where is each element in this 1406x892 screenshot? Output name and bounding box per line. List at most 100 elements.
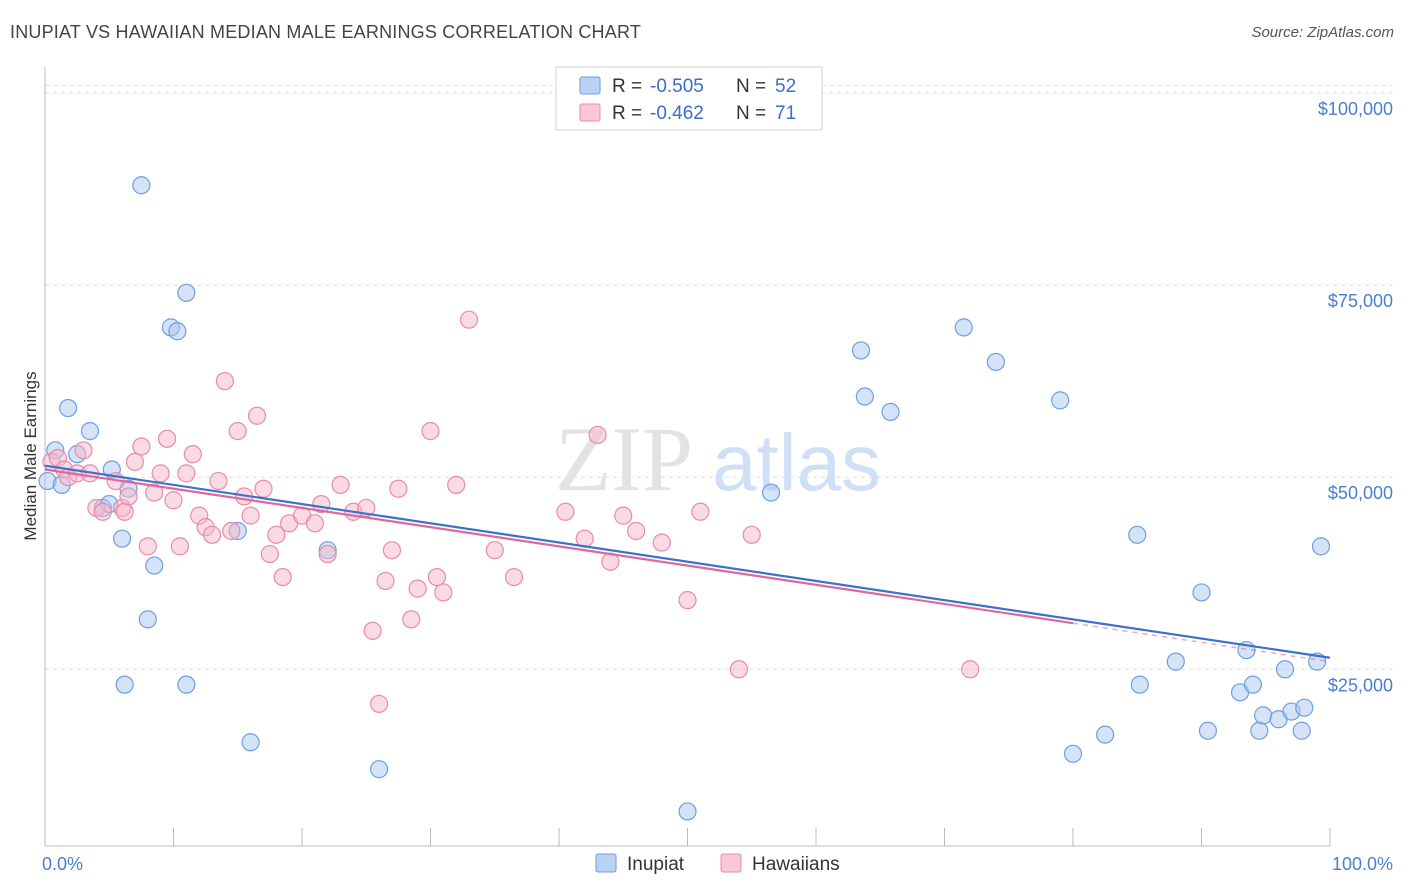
point-hawaiians — [177, 464, 196, 483]
point-hawaiians — [370, 694, 389, 713]
point-inupiat — [678, 802, 697, 821]
point-inupiat — [1063, 744, 1083, 763]
point-hawaiians — [485, 541, 504, 560]
bottom-legend-swatch-inupiat — [595, 853, 617, 873]
point-inupiat — [1192, 583, 1211, 602]
point-inupiat — [138, 610, 157, 629]
point-hawaiians — [157, 429, 177, 448]
point-inupiat — [1275, 660, 1295, 679]
legend-n-label-1: N = — [736, 76, 766, 97]
legend-swatch-hawaiians — [579, 103, 601, 122]
y-tick-label: $100,000 — [1318, 99, 1393, 119]
y-tick-label: $50,000 — [1328, 483, 1393, 503]
point-hawaiians — [588, 425, 607, 445]
point-inupiat — [1051, 391, 1070, 410]
point-hawaiians — [209, 471, 228, 491]
point-hawaiians — [222, 521, 241, 541]
point-inupiat — [177, 675, 196, 694]
x-tick-label-start: 0.0% — [42, 854, 83, 874]
trend-line-inupiat — [44, 464, 1331, 659]
point-inupiat — [132, 176, 151, 195]
point-hawaiians — [115, 502, 134, 521]
point-inupiat — [1130, 675, 1149, 694]
point-inupiat — [370, 760, 389, 779]
tick-labels: $100,000 $75,000 $50,000 $25,000 0.0% 100.0% — [42, 99, 1393, 874]
point-hawaiians — [138, 537, 157, 556]
point-hawaiians — [273, 567, 292, 587]
point-hawaiians — [241, 506, 260, 525]
point-hawaiians — [389, 479, 408, 498]
point-inupiat — [241, 733, 260, 752]
point-hawaiians — [119, 487, 138, 506]
point-inupiat — [1292, 721, 1311, 740]
point-inupiat — [1311, 537, 1331, 556]
point-hawaiians — [614, 506, 633, 525]
point-inupiat — [855, 387, 874, 406]
legend-swatch-inupiat — [579, 76, 601, 95]
stats-legend: R = -0.505 N = 52 R = -0.462 N = 71 — [555, 66, 823, 131]
point-inupiat — [1243, 675, 1263, 694]
x-tick-label-end: 100.0% — [1332, 854, 1393, 874]
point-hawaiians — [215, 372, 234, 391]
point-inupiat — [881, 402, 900, 422]
point-hawaiians — [260, 544, 279, 564]
y-tick-label: $75,000 — [1328, 291, 1393, 311]
point-inupiat — [1254, 706, 1273, 725]
legend-n-value-2: 71 — [775, 103, 796, 124]
point-hawaiians — [132, 437, 151, 456]
point-hawaiians — [504, 567, 524, 587]
point-inupiat — [851, 341, 871, 360]
point-inupiat — [1128, 525, 1147, 544]
point-hawaiians — [145, 483, 164, 502]
point-inupiat — [1250, 721, 1269, 740]
point-inupiat — [80, 422, 100, 441]
point-hawaiians — [626, 521, 646, 541]
point-hawaiians — [408, 579, 427, 598]
point-hawaiians — [691, 502, 710, 521]
point-hawaiians — [459, 310, 479, 329]
point-hawaiians — [363, 621, 382, 640]
point-hawaiians — [93, 502, 112, 521]
point-inupiat — [1096, 725, 1115, 744]
gridlines — [45, 84, 1395, 670]
point-hawaiians — [434, 583, 453, 602]
point-inupiat — [1166, 652, 1185, 671]
point-hawaiians — [170, 537, 190, 556]
trend-line-hawaiians — [44, 468, 1074, 625]
point-hawaiians — [247, 406, 267, 425]
legend-r-value-2: -0.462 — [650, 103, 704, 124]
point-inupiat — [1295, 698, 1314, 717]
point-inupiat — [145, 556, 164, 575]
point-inupiat — [177, 283, 196, 302]
point-inupiat — [115, 675, 134, 694]
point-hawaiians — [427, 567, 447, 587]
point-hawaiians — [961, 660, 980, 679]
point-inupiat — [59, 398, 78, 418]
point-hawaiians — [267, 525, 286, 544]
point-hawaiians — [305, 514, 324, 533]
point-hawaiians — [652, 533, 671, 552]
axes — [44, 67, 1331, 847]
legend-n-value-1: 52 — [775, 76, 796, 97]
legend-r-value-1: -0.505 — [650, 76, 704, 97]
point-inupiat — [1198, 721, 1218, 740]
point-hawaiians — [228, 422, 247, 441]
legend-r-label-2: R = — [612, 103, 642, 124]
legend-r-label-1: R = — [612, 76, 642, 97]
point-inupiat — [168, 322, 187, 341]
point-hawaiians — [742, 525, 761, 544]
watermark-atlas: atlas — [712, 418, 881, 507]
y-tick-label: $25,000 — [1328, 675, 1393, 695]
bottom-legend-hawaiians: Hawaiians — [752, 854, 840, 875]
point-hawaiians — [376, 571, 395, 591]
point-hawaiians — [318, 544, 337, 564]
point-hawaiians — [183, 445, 202, 464]
data-points — [38, 176, 1331, 821]
point-hawaiians — [331, 475, 350, 494]
trend-lines — [44, 464, 1331, 663]
point-hawaiians — [382, 541, 402, 560]
y-axis-label: Median Male Earnings — [21, 371, 40, 540]
legend-n-label-2: N = — [736, 103, 766, 124]
point-hawaiians — [202, 525, 222, 544]
